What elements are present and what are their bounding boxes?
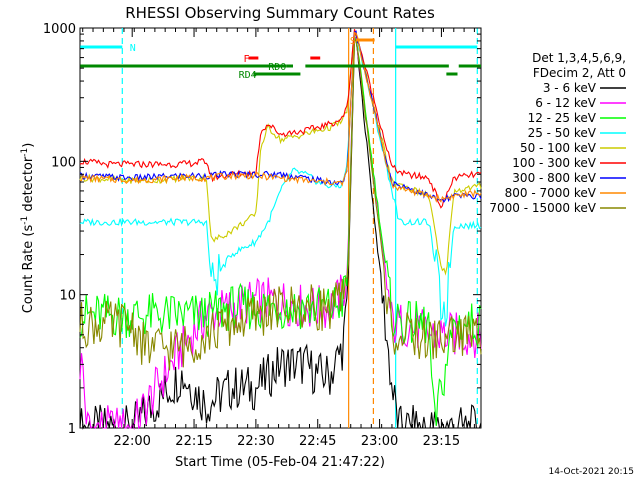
y-axis-label: Count Rate (s-1 detector-1) <box>20 143 36 314</box>
legend-entry-label: 100 - 300 keV <box>512 156 596 170</box>
flag-label: RD4 <box>239 70 257 81</box>
y-axis-label-sup2: -1 <box>20 148 30 157</box>
x-tick-label: 22:45 <box>299 434 336 449</box>
x-axis-label: Start Time (05-Feb-04 21:47:22) <box>175 455 385 470</box>
legend-entry-label: 300 - 800 keV <box>512 171 596 185</box>
x-tick-label: 22:00 <box>113 434 150 449</box>
flag-label: RD0 <box>268 62 286 73</box>
flag-label: N <box>130 43 136 54</box>
y-axis-label-end: ) <box>21 143 36 148</box>
series-line-6 <box>79 30 482 203</box>
legend: Det 1,3,4,5,6,9, FDecim 2, Att 0 3 - 6 k… <box>489 51 626 215</box>
legend-entry-label: 800 - 7000 keV <box>505 186 597 200</box>
legend-entry-label: 3 - 6 keV <box>543 81 597 95</box>
y-axis-label-mid: detector <box>21 156 36 216</box>
legend-entry-label: 12 - 25 keV <box>528 111 597 125</box>
flag-label: S <box>350 36 356 47</box>
legend-entry-label: 7000 - 15000 keV <box>489 201 596 215</box>
legend-entry-label: 25 - 50 keV <box>528 126 597 140</box>
legend-header-line-1: Det 1,3,4,5,6,9, <box>532 51 626 65</box>
y-tick-label: 10 <box>59 289 76 304</box>
series-line-5 <box>79 29 482 209</box>
series-layer <box>79 29 482 431</box>
plot-frame <box>79 27 482 429</box>
x-tick-label: 22:30 <box>237 434 274 449</box>
x-axis-ticks: 22:00 22:15 22:30 22:45 23:00 23:15 <box>82 28 475 449</box>
flag-bars: N S F RD0 RD4 <box>80 36 481 81</box>
y-axis-label-sup1: -1 <box>20 216 30 225</box>
series-line-1 <box>79 36 482 431</box>
series-line-2 <box>79 36 482 426</box>
series-line-3 <box>79 34 482 327</box>
series-line-8 <box>79 38 482 371</box>
x-tick-label: 23:15 <box>423 434 460 449</box>
footer-timestamp: 14-Oct-2021 20:15 <box>549 467 634 477</box>
y-tick-label: 100 <box>51 155 76 170</box>
plot-area: N S F RD0 RD4 1 10 100 1000 22:00 22:15 22:30 22:4… <box>43 22 482 449</box>
x-tick-label: 22:15 <box>175 434 212 449</box>
y-tick-label: 1 <box>68 422 76 437</box>
y-axis-ticks: 1 10 100 1000 <box>43 22 481 437</box>
series-line-0 <box>79 36 482 430</box>
y-axis-label-main: Count Rate (s <box>21 225 36 314</box>
chart-title: RHESSI Observing Summary Count Rates <box>125 4 435 22</box>
legend-entry-label: 50 - 100 keV <box>520 141 597 155</box>
y-tick-label: 1000 <box>43 22 76 37</box>
flag-label: F <box>244 54 250 65</box>
series-line-7 <box>79 31 482 203</box>
x-tick-label: 23:00 <box>361 434 398 449</box>
legend-header-line-2: FDecim 2, Att 0 <box>533 66 626 80</box>
legend-entry-label: 6 - 12 keV <box>535 96 597 110</box>
